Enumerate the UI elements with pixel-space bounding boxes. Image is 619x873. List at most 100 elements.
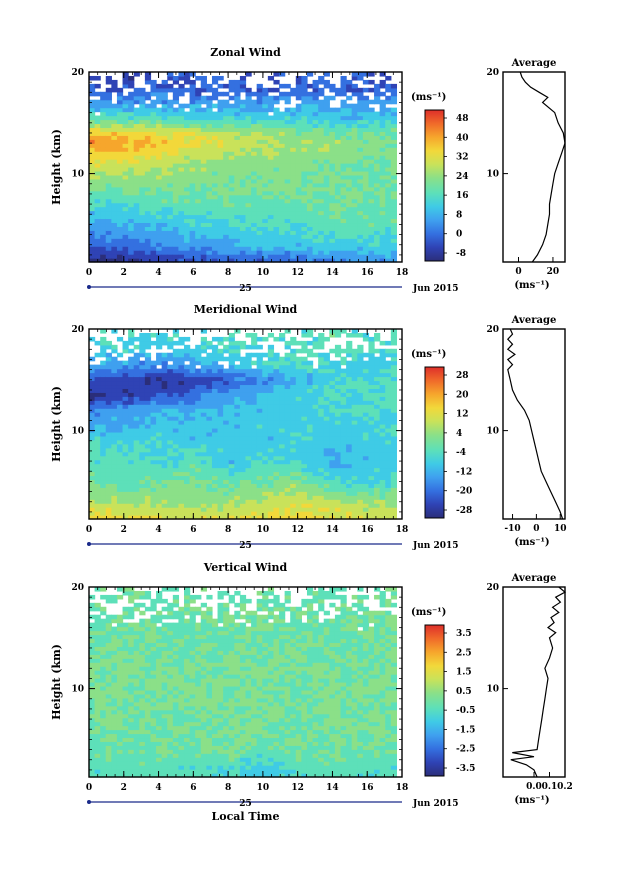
heatmap-cell [306, 459, 314, 465]
heatmap-cell [295, 467, 302, 473]
heatmap-cell [116, 443, 124, 449]
heatmap-cell [161, 380, 168, 386]
heatmap-cell [128, 194, 135, 200]
heatmap-cell [189, 174, 196, 180]
heatmap-cell [89, 372, 96, 378]
panel-title: Meridional Wind [194, 303, 298, 316]
heatmap-cell [89, 511, 96, 516]
heatmap-cell [128, 202, 135, 208]
heatmap-cell [189, 392, 196, 397]
y-tick-label: 20 [71, 68, 84, 78]
heatmap-cell [290, 471, 297, 477]
heatmap-cell [385, 75, 392, 81]
heatmap-cell [89, 392, 96, 397]
heatmap-cell [228, 356, 235, 362]
heatmap-cell [245, 170, 252, 176]
heatmap-cell [200, 400, 207, 405]
heatmap-cell [284, 515, 291, 520]
heatmap-cell [340, 174, 347, 180]
heatmap-cell [273, 190, 280, 196]
heatmap-cell [150, 103, 157, 109]
heatmap-cell [178, 139, 185, 144]
heatmap-cell [234, 416, 241, 421]
heatmap-cell [284, 408, 291, 413]
heatmap-cell [172, 186, 180, 192]
heatmap-cell [133, 147, 140, 152]
heatmap-cell [116, 396, 124, 401]
heatmap-cell [206, 151, 213, 156]
heatmap-cell [211, 111, 219, 117]
heatmap-cell [267, 388, 275, 393]
heatmap-cell [105, 443, 112, 449]
heatmap-cell [167, 214, 174, 220]
heatmap-cell [368, 427, 375, 433]
heatmap-cell [161, 202, 168, 208]
heatmap-cell [167, 459, 174, 465]
heatmap-cell [234, 222, 241, 227]
heatmap-cell [89, 475, 96, 481]
heatmap-cell [273, 147, 280, 152]
heatmap-cell [178, 202, 185, 208]
heatmap-cell [234, 503, 241, 508]
heatmap-cell [340, 507, 347, 512]
heatmap-cell [111, 131, 118, 136]
heatmap-cell [340, 155, 347, 160]
heatmap-cell [340, 139, 347, 144]
heatmap-cell [295, 475, 302, 481]
heatmap-cell [122, 360, 129, 366]
heatmap-cell [346, 198, 353, 204]
heatmap-cell [167, 174, 174, 180]
heatmap-cell [245, 447, 252, 453]
heatmap-cell [172, 254, 180, 259]
heatmap-cell [362, 495, 370, 500]
heatmap-cell [111, 503, 118, 508]
heatmap-cell [195, 503, 202, 508]
heatmap-cell [329, 392, 336, 397]
heatmap-cell [290, 420, 297, 425]
heatmap-cell [184, 103, 191, 109]
heatmap-cell [139, 404, 146, 409]
heatmap-cell [150, 479, 157, 484]
heatmap-cell [184, 376, 191, 382]
heatmap-cell [379, 127, 386, 132]
heatmap-cell [385, 186, 392, 192]
heatmap-cell [144, 471, 152, 477]
heatmap-cell [245, 344, 252, 350]
heatmap-cell [379, 463, 386, 469]
heatmap-cell [133, 475, 140, 481]
heatmap-cell [374, 238, 381, 243]
heatmap-cell [279, 431, 286, 437]
heatmap-cell [167, 396, 174, 401]
heatmap-cell [116, 412, 124, 417]
heatmap-cell [111, 79, 118, 85]
heatmap-cell [172, 435, 180, 441]
heatmap-cell [245, 143, 252, 148]
heatmap-cell [111, 463, 118, 469]
heatmap-cell [290, 376, 297, 382]
heatmap-cell [161, 234, 168, 239]
heatmap-cell [133, 127, 140, 132]
heatmap-cell [167, 222, 174, 227]
heatmap-cell [357, 258, 364, 263]
heatmap-cell [251, 420, 258, 425]
heatmap-cell [211, 103, 219, 109]
heatmap-cell [357, 368, 364, 374]
heatmap-cell [217, 107, 224, 113]
heatmap-cell [195, 479, 202, 484]
heatmap-cell [178, 167, 185, 172]
heatmap-cell [206, 123, 213, 129]
heatmap-cell [178, 340, 185, 346]
heatmap-cell [273, 483, 280, 488]
heatmap-cell [256, 372, 263, 378]
heatmap-cell [374, 435, 381, 441]
heatmap-cell [379, 455, 386, 461]
heatmap-cell [206, 147, 213, 152]
heatmap-cell [195, 91, 202, 97]
heatmap-cell [251, 238, 258, 243]
x-tick-label: 18 [396, 268, 409, 278]
heatmap-cell [150, 416, 157, 421]
heatmap-cell [267, 131, 275, 136]
heatmap-cell [128, 163, 135, 168]
heatmap-cell [133, 388, 140, 393]
heatmap-cell [105, 206, 112, 212]
